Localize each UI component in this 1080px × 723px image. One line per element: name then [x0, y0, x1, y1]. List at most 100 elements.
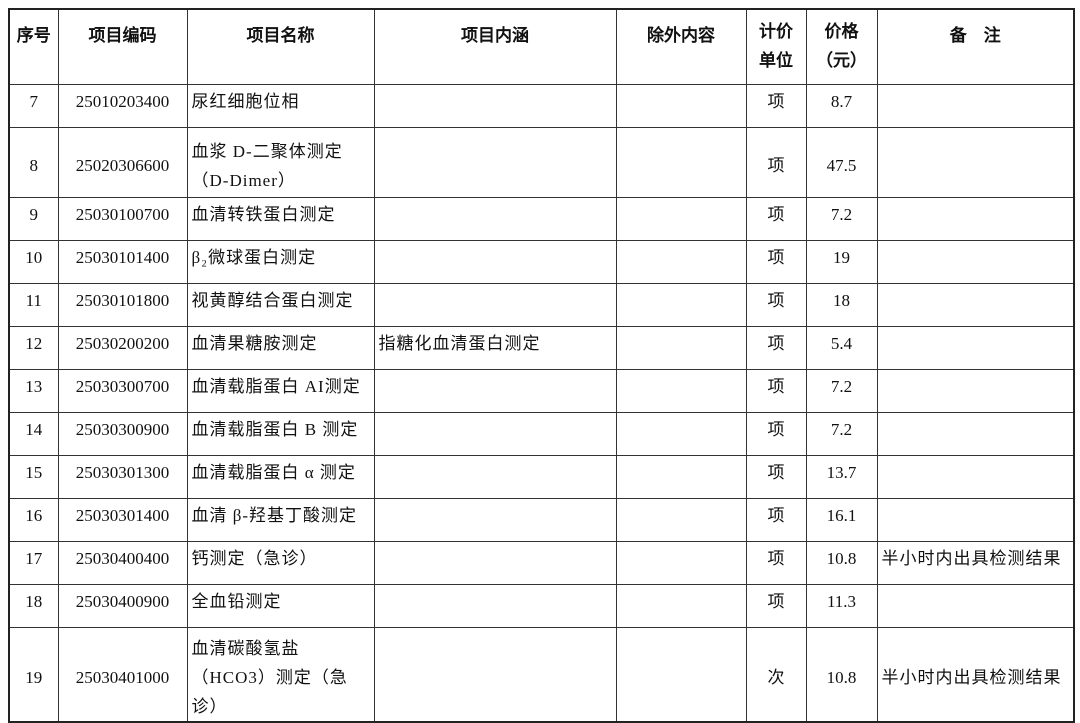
header-unit: 计价 单位 — [745, 8, 807, 85]
cell-name: 血清 β-羟基丁酸测定 — [186, 498, 375, 542]
cell-no: 18 — [8, 584, 59, 628]
cell-content — [373, 127, 617, 198]
table-row: 13 25030300700 血清载脂蛋白 AI测定 项 7.2 — [8, 369, 1075, 413]
cell-note — [876, 127, 1075, 198]
cell-exclude — [615, 84, 747, 128]
header-name: 项目名称 — [186, 8, 375, 85]
cell-unit: 项 — [745, 541, 807, 585]
cell-content — [373, 455, 617, 499]
cell-code: 25030100700 — [57, 197, 188, 241]
table-row: 17 25030400400 钙测定（急诊） 项 10.8 半小时内出具检测结果 — [8, 541, 1075, 585]
cell-price: 10.8 — [805, 627, 878, 723]
cell-note: 半小时内出具检测结果 — [876, 541, 1075, 585]
cell-unit: 项 — [745, 326, 807, 370]
cell-unit: 项 — [745, 127, 807, 198]
table-row: 19 25030401000 血清碳酸氢盐（HCO3）测定（急诊） 次 10.8 半小时内… — [8, 627, 1075, 723]
cell-no: 17 — [8, 541, 59, 585]
cell-price: 7.2 — [805, 412, 878, 456]
cell-content — [373, 412, 617, 456]
cell-no: 16 — [8, 498, 59, 542]
cell-note — [876, 326, 1075, 370]
cell-exclude — [615, 498, 747, 542]
cell-code: 25030400400 — [57, 541, 188, 585]
table-row: 8 25020306600 血浆 D-二聚体测定（D-Dimer） 项 47.5 — [8, 127, 1075, 198]
cell-unit: 项 — [745, 369, 807, 413]
cell-code: 25030301300 — [57, 455, 188, 499]
table-row: 10 25030101400 β₂微球蛋白测定 项 19 — [8, 240, 1075, 284]
header-unit-line2: 单位 — [759, 51, 793, 71]
cell-name: 血浆 D-二聚体测定（D-Dimer） — [186, 127, 375, 198]
header-unit-line1: 计价 — [759, 22, 793, 42]
cell-price: 47.5 — [805, 127, 878, 198]
table-row: 7 25010203400 尿红细胞位相 项 8.7 — [8, 84, 1075, 128]
cell-name: 血清载脂蛋白 B 测定 — [186, 412, 375, 456]
cell-note — [876, 197, 1075, 241]
cell-no: 7 — [8, 84, 59, 128]
cell-exclude — [615, 240, 747, 284]
header-row: 序号 项目编码 项目名称 项目内涵 除外内容 计价 单位 价格 （元） 备 注 — [8, 8, 1075, 85]
cell-unit: 项 — [745, 240, 807, 284]
cell-unit: 项 — [745, 197, 807, 241]
cell-name: 血清碳酸氢盐（HCO3）测定（急诊） — [186, 627, 375, 723]
cell-unit: 次 — [745, 627, 807, 723]
cell-code: 25010203400 — [57, 84, 188, 128]
cell-name: 钙测定（急诊） — [186, 541, 375, 585]
cell-content — [373, 283, 617, 327]
cell-no: 11 — [8, 283, 59, 327]
cell-no: 8 — [8, 127, 59, 198]
cell-code: 25030300900 — [57, 412, 188, 456]
header-price: 价格 （元） — [805, 8, 878, 85]
cell-note — [876, 412, 1075, 456]
cell-code: 25020306600 — [57, 127, 188, 198]
cell-name: β₂微球蛋白测定 — [186, 240, 375, 284]
cell-price: 5.4 — [805, 326, 878, 370]
cell-price: 10.8 — [805, 541, 878, 585]
cell-exclude — [615, 197, 747, 241]
cell-exclude — [615, 412, 747, 456]
header-code: 项目编码 — [57, 8, 188, 85]
cell-code: 25030200200 — [57, 326, 188, 370]
cell-content — [373, 541, 617, 585]
cell-name: 视黄醇结合蛋白测定 — [186, 283, 375, 327]
header-price-line1: 价格 — [824, 22, 859, 42]
cell-no: 15 — [8, 455, 59, 499]
cell-price: 7.2 — [805, 369, 878, 413]
cell-price: 11.3 — [805, 584, 878, 628]
cell-exclude — [615, 541, 747, 585]
cell-name: 血清果糖胺测定 — [186, 326, 375, 370]
cell-note — [876, 283, 1075, 327]
table-row: 11 25030101800 视黄醇结合蛋白测定 项 18 — [8, 283, 1075, 327]
table-row: 12 25030200200 血清果糖胺测定 指糖化血清蛋白测定 项 5.4 — [8, 326, 1075, 370]
cell-exclude — [615, 369, 747, 413]
cell-price: 19 — [805, 240, 878, 284]
cell-no: 12 — [8, 326, 59, 370]
cell-content: 指糖化血清蛋白测定 — [373, 326, 617, 370]
cell-note — [876, 455, 1075, 499]
cell-name: 全血铅测定 — [186, 584, 375, 628]
header-note: 备 注 — [876, 8, 1075, 85]
cell-note — [876, 84, 1075, 128]
cell-exclude — [615, 455, 747, 499]
cell-content — [373, 627, 617, 723]
cell-code: 25030400900 — [57, 584, 188, 628]
table-row: 18 25030400900 全血铅测定 项 11.3 — [8, 584, 1075, 628]
cell-note: 半小时内出具检测结果 — [876, 627, 1075, 723]
cell-content — [373, 84, 617, 128]
cell-unit: 项 — [745, 455, 807, 499]
cell-name: 血清转铁蛋白测定 — [186, 197, 375, 241]
cell-exclude — [615, 127, 747, 198]
cell-price: 16.1 — [805, 498, 878, 542]
cell-price: 7.2 — [805, 197, 878, 241]
cell-unit: 项 — [745, 584, 807, 628]
table-row: 15 25030301300 血清载脂蛋白 α 测定 项 13.7 — [8, 455, 1075, 499]
header-content: 项目内涵 — [373, 8, 617, 85]
cell-code: 25030301400 — [57, 498, 188, 542]
cell-name: 血清载脂蛋白 α 测定 — [186, 455, 375, 499]
cell-no: 13 — [8, 369, 59, 413]
cell-no: 14 — [8, 412, 59, 456]
cell-content — [373, 369, 617, 413]
cell-code: 25030101800 — [57, 283, 188, 327]
cell-code: 25030101400 — [57, 240, 188, 284]
cell-code: 25030300700 — [57, 369, 188, 413]
